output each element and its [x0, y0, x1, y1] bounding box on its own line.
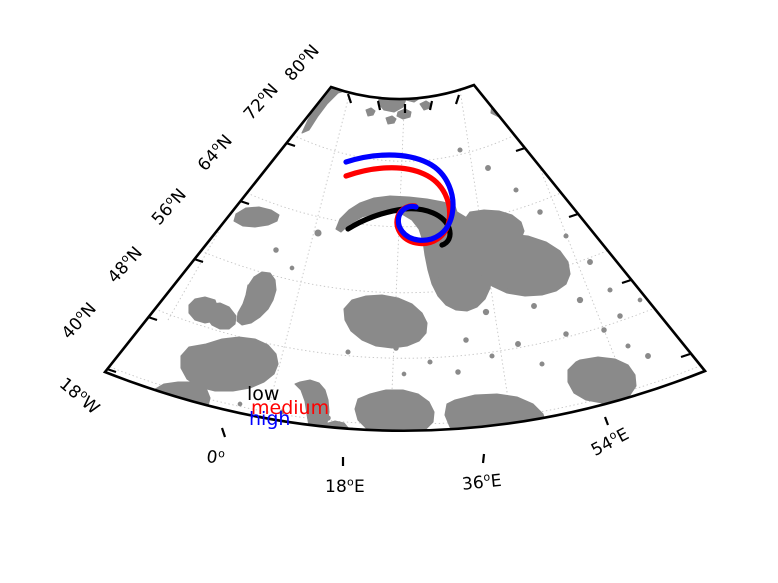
legend-item-medium: medium	[251, 397, 330, 419]
ticks-right	[515, 146, 691, 359]
ticks-left	[106, 141, 296, 374]
ticks-top	[346, 93, 461, 113]
legend-item-low: low	[247, 383, 280, 405]
lon-label-36e: 36oE	[461, 470, 503, 495]
trajectory-high	[343, 152, 456, 243]
lon-label-0: 0o	[205, 446, 227, 469]
legend-item-high: high	[249, 408, 291, 430]
map-boundary	[102, 83, 708, 433]
lon-label-18e: 18oE	[325, 475, 365, 497]
ticks-bottom	[220, 416, 610, 466]
trajectory-low	[345, 206, 453, 248]
